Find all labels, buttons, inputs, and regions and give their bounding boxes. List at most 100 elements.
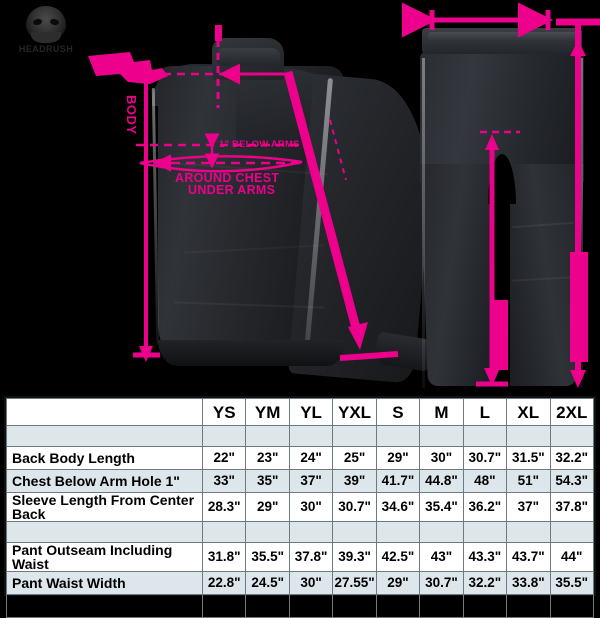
table-spacer-cell — [549, 425, 594, 447]
table-spacer-cell — [6, 425, 203, 447]
table-header-row: YS YM YL YXL S M L XL 2XL — [6, 398, 594, 426]
table-spacer-cell — [245, 425, 290, 447]
table-spacer-cell — [506, 425, 551, 447]
table-cell: 37.8" — [549, 492, 594, 522]
table-cell: 30" — [419, 446, 464, 470]
pants-left-seam-highlight — [422, 58, 425, 388]
table-header-size-s: S — [375, 398, 421, 426]
table-cell: 37" — [288, 469, 334, 493]
table-cell: 30.5" — [419, 594, 464, 618]
table-cell: 28.3" — [201, 492, 247, 522]
product-photo-area: HEADRUSH — [0, 0, 600, 396]
brand-logo: HEADRUSH — [14, 6, 78, 54]
table-spacer-cell — [201, 425, 247, 447]
table-cell: 31.5" — [506, 594, 551, 618]
table-row-label: Pant Outseam Including Waist — [6, 542, 203, 572]
table-spacer-cell — [288, 521, 334, 543]
table-cell: 30" — [288, 571, 334, 595]
size-chart-table: YS YM YL YXL S M L XL 2XL Back Body Length 22" 23"… — [6, 398, 594, 618]
table-row: Pant Waist Width 22.8" 24.5" 30" 27.55" 29" 30… — [6, 571, 594, 595]
table-row-label: Chest Below Arm Hole 1" — [6, 469, 203, 493]
pants-leg-gap — [494, 190, 510, 390]
table-header-size-yl: YL — [288, 398, 334, 426]
pants-right-seam-highlight — [580, 58, 583, 388]
table-cell: 22" — [201, 446, 247, 470]
table-cell: 33.8" — [506, 571, 551, 595]
table-spacer-cell — [419, 425, 464, 447]
table-spacer-cell — [462, 425, 508, 447]
table-cell: 25" — [332, 446, 377, 470]
table-cell: 30.7" — [462, 446, 508, 470]
table-cell: 35" — [245, 469, 290, 493]
table-cell: 37" — [506, 492, 551, 522]
table-row: Sleeve Length From Center Back 28.3" 29" 30… — [6, 492, 594, 522]
table-spacer-cell — [332, 521, 377, 543]
table-row: Pant Outseam Including Waist 31.8" 35.5" 37… — [6, 542, 594, 572]
table-cell: 35.5" — [549, 571, 594, 595]
table-corner-cell — [6, 398, 203, 426]
table-spacer-cell — [375, 425, 421, 447]
table-cell: 32" — [549, 594, 594, 618]
table-cell: 41.7" — [375, 469, 421, 493]
table-cell: 31.5" — [506, 446, 551, 470]
table-cell: 39" — [332, 469, 377, 493]
table-header-size-yxl: YXL — [332, 398, 377, 426]
table-cell: 28.5" — [288, 594, 334, 618]
table-spacer-row — [6, 425, 594, 447]
size-chart-table-wrapper: YS YM YL YXL S M L XL 2XL Back Body Length 22" 23"… — [4, 396, 596, 618]
table-cell: 34.6" — [375, 492, 421, 522]
skull-jaw-shape — [31, 32, 61, 43]
table-header-size-ym: YM — [245, 398, 290, 426]
table-cell: 33" — [201, 469, 247, 493]
table-spacer-cell — [506, 521, 551, 543]
table-spacer-row — [6, 521, 594, 543]
body-label: BODY — [124, 95, 139, 135]
table-spacer-cell — [332, 425, 377, 447]
table-spacer-cell — [375, 521, 421, 543]
table-spacer-cell — [549, 521, 594, 543]
table-row-label: Pant Inseam — [6, 594, 203, 618]
table-spacer-cell — [245, 521, 290, 543]
table-spacer-cell — [201, 521, 247, 543]
table-header-size-ys: YS — [201, 398, 247, 426]
below-arms-label: 1" BELOW ARMS — [219, 139, 300, 150]
table-cell: 23" — [245, 446, 290, 470]
table-header-size-2xl: 2XL — [549, 398, 594, 426]
table-cell: 43" — [419, 542, 464, 572]
pants-waistband-highlight — [428, 32, 576, 42]
table-cell: 30.7" — [419, 571, 464, 595]
jacket-collar-shadow — [216, 48, 280, 66]
table-row-label: Pant Waist Width — [6, 571, 203, 595]
table-row: Chest Below Arm Hole 1" 33" 35" 37" 39" 41.7"… — [6, 469, 594, 493]
table-header-size-l: L — [462, 398, 508, 426]
table-cell: 43.7" — [506, 542, 551, 572]
under-arms-label: UNDER ARMS — [188, 183, 276, 197]
table-spacer-cell — [6, 521, 203, 543]
table-row-label: Back Body Length — [6, 446, 203, 470]
table-header-size-xl: XL — [506, 398, 551, 426]
table-cell: 32.2" — [462, 571, 508, 595]
table-spacer-cell — [419, 521, 464, 543]
table-cell: 42.5" — [375, 542, 421, 572]
brand-wordmark: HEADRUSH — [18, 44, 74, 54]
table-spacer-cell — [462, 521, 508, 543]
size-chart-page: HEADRUSH — [0, 0, 600, 600]
table-row: Pant Inseam 24.25" 27" 28.5" 29" 30" 30.5" 31" 3… — [6, 594, 594, 618]
table-cell: 51" — [506, 469, 551, 493]
pants-garment-image — [412, 14, 592, 390]
table-cell: 31.8" — [201, 542, 247, 572]
table-cell: 29" — [245, 492, 290, 522]
table-header-size-m: M — [419, 398, 464, 426]
table-cell: 37.8" — [288, 542, 334, 572]
table-cell: 32.2" — [549, 446, 594, 470]
table-row: Back Body Length 22" 23" 24" 25" 29" 30" 30.7" 3… — [6, 446, 594, 470]
jacket-hem — [158, 340, 344, 366]
table-cell: 24.5" — [245, 571, 290, 595]
table-cell: 29" — [375, 446, 421, 470]
table-cell: 43.3" — [462, 542, 508, 572]
table-cell: 48" — [462, 469, 508, 493]
around-chest-label: AROUND CHEST — [175, 171, 280, 185]
table-cell: 35.4" — [419, 492, 464, 522]
table-cell: 22.8" — [201, 571, 247, 595]
table-cell: 24" — [288, 446, 334, 470]
